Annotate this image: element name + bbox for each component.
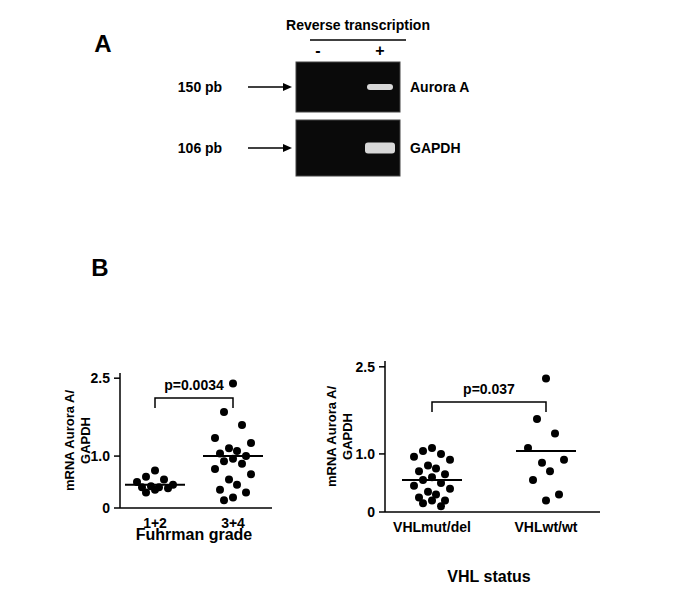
data-point [533, 415, 541, 423]
lane-label: - [315, 42, 320, 59]
arrow-head [283, 144, 292, 152]
data-point [424, 462, 432, 470]
band-size: 150 pb [178, 79, 222, 95]
data-point [542, 496, 550, 504]
data-point [247, 470, 255, 478]
gel-band [367, 84, 393, 90]
header-rule [310, 39, 406, 41]
mean-line [402, 479, 462, 481]
data-point [142, 473, 150, 481]
x-tick-label: VHLwt/wt [515, 519, 578, 535]
mean-line [516, 450, 576, 452]
band-size: 106 pb [178, 140, 222, 156]
data-point [225, 444, 233, 452]
data-point [211, 465, 219, 473]
gel-band [365, 143, 395, 154]
gel-image [296, 120, 400, 176]
lane-label: + [375, 42, 384, 59]
x-axis-label: VHL status [447, 568, 530, 585]
data-point [419, 499, 427, 507]
y-tick-label: 1.0 [356, 446, 376, 462]
mean-line [203, 455, 263, 457]
data-point [437, 450, 445, 458]
data-point [220, 496, 228, 504]
y-tick-label: 0 [102, 500, 110, 516]
x-axis-label: Fuhrman grade [136, 526, 253, 543]
p-value: p=0.037 [463, 381, 515, 397]
x-axis [120, 507, 272, 509]
data-point [560, 456, 568, 464]
data-point [446, 456, 454, 464]
data-point [220, 408, 228, 416]
plot: 01.02.5mRNA Aurora A/GAPDH1+23+4Fuhrman … [62, 370, 272, 543]
y-tick [379, 511, 385, 513]
gel-image [296, 62, 400, 112]
data-point [415, 467, 423, 475]
data-point [428, 496, 436, 504]
y-tick [114, 507, 120, 509]
data-point [142, 488, 150, 496]
bracket [155, 398, 233, 408]
data-point [216, 486, 224, 494]
data-point [233, 447, 241, 455]
band-name: GAPDH [410, 140, 461, 156]
data-point [555, 491, 563, 499]
p-value: p=0.0034 [164, 377, 224, 393]
y-axis-label: mRNA Aurora A/GAPDH [62, 390, 93, 492]
x-tick-label: VHLmut/del [393, 519, 471, 535]
data-point [247, 439, 255, 447]
panel-label: B [91, 254, 108, 281]
figure: A Reverse transcription - +150 pb Aurora A 10… [0, 0, 683, 596]
data-point [220, 457, 228, 465]
data-point [428, 444, 436, 452]
data-point [233, 481, 241, 489]
data-point [432, 464, 440, 472]
arrow [248, 86, 286, 88]
data-point [160, 475, 168, 483]
data-point [151, 467, 159, 475]
data-point [410, 453, 418, 461]
band-name: Aurora A [410, 79, 469, 95]
data-point [441, 470, 449, 478]
data-point [424, 488, 432, 496]
data-point [446, 485, 454, 493]
data-point [238, 421, 246, 429]
bracket [432, 402, 546, 412]
y-tick [114, 455, 120, 457]
data-point [410, 482, 418, 490]
data-point [151, 486, 159, 494]
mean-line [125, 484, 185, 486]
data-point [551, 430, 559, 438]
data-point [529, 476, 537, 484]
data-point [238, 460, 246, 468]
data-point [225, 475, 233, 483]
y-tick [379, 366, 385, 368]
y-axis [119, 373, 121, 508]
y-tick-label: 2.5 [91, 370, 111, 386]
data-point [229, 379, 237, 387]
data-point [242, 488, 250, 496]
y-tick-label: 0 [367, 504, 375, 520]
arrow [248, 147, 286, 149]
data-point [538, 459, 546, 467]
data-point [211, 434, 219, 442]
marks [402, 374, 576, 510]
panel-label: A [94, 30, 111, 57]
y-tick-label: 2.5 [356, 359, 376, 375]
data-point [419, 447, 427, 455]
plot: 0 1.0 2.5mRNA Aurora A/GAPDH VHLmut/del VHLw… [324, 359, 600, 585]
data-point [437, 502, 445, 510]
data-point [542, 374, 550, 382]
y-tick [114, 377, 120, 379]
data-point [546, 467, 554, 475]
arrow-head [283, 83, 292, 91]
y-axis [384, 361, 386, 512]
y-axis-label: mRNA Aurora A/GAPDH [324, 386, 355, 488]
y-tick-label: 1.0 [91, 448, 111, 464]
y-tick [379, 453, 385, 455]
gel-header: Reverse transcription [286, 17, 430, 33]
data-point [229, 494, 237, 502]
x-axis [385, 511, 600, 513]
marks [125, 379, 263, 504]
